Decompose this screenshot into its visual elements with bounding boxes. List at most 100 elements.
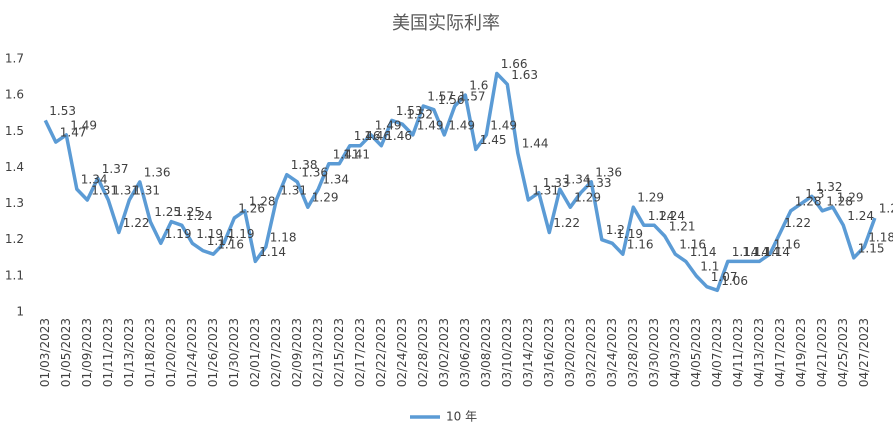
- data-label: 1.31: [532, 183, 559, 197]
- x-tick-label: 04/13/2023: [752, 318, 766, 387]
- data-label: 1.14: [259, 245, 286, 259]
- data-label: 1.52: [406, 108, 433, 122]
- data-label: 1.19: [196, 227, 223, 241]
- x-tick-label: 03/14/2023: [521, 318, 535, 387]
- data-label: 1.33: [585, 176, 612, 190]
- x-tick-label: 02/24/2023: [395, 318, 409, 387]
- data-label: 1.33: [543, 176, 570, 190]
- data-label: 1.37: [102, 162, 129, 176]
- data-label: 1.14: [732, 245, 759, 259]
- x-tick-label: 01/03/2023: [38, 318, 52, 387]
- y-tick-label: 1: [16, 305, 24, 319]
- data-label: 1.41: [333, 147, 360, 161]
- data-label: 1.24: [847, 209, 874, 223]
- data-label: 1.25: [154, 205, 181, 219]
- x-tick-label: 02/09/2023: [290, 318, 304, 387]
- data-label: 1.19: [616, 227, 643, 241]
- x-tick-label: 01/26/2023: [206, 318, 220, 387]
- data-label: 1.47: [60, 126, 87, 140]
- data-label: 1.31: [112, 183, 139, 197]
- data-label: 1.14: [753, 245, 780, 259]
- data-label: 1.34: [81, 173, 108, 187]
- x-tick-label: 04/17/2023: [773, 318, 787, 387]
- data-label: 1.22: [784, 216, 811, 230]
- data-label: 1.34: [564, 173, 591, 187]
- x-tick-label: 01/20/2023: [164, 318, 178, 387]
- line: [43, 71, 877, 293]
- data-label: 1.16: [679, 238, 706, 252]
- x-tick-label: 02/17/2023: [353, 318, 367, 387]
- data-label: 1.15: [858, 241, 885, 255]
- data-label: 1.14: [690, 245, 717, 259]
- data-label: 1.28: [249, 194, 276, 208]
- x-tick-label: 03/02/2023: [437, 318, 451, 387]
- data-label: 1.46: [354, 129, 381, 143]
- data-label: 1.06: [721, 274, 748, 288]
- x-tick-label: 03/28/2023: [626, 318, 640, 387]
- data-label: 1.66: [501, 57, 528, 71]
- y-tick-label: 1.1: [5, 268, 24, 282]
- data-label: 1.18: [270, 230, 297, 244]
- data-label: 1.21: [669, 220, 696, 234]
- data-label: 1.53: [396, 104, 423, 118]
- data-label: 1.22: [123, 216, 150, 230]
- x-tick-label: 02/13/2023: [311, 318, 325, 387]
- data-label: 1.28: [795, 194, 822, 208]
- x-tick-label: 02/28/2023: [416, 318, 430, 387]
- data-label: 1.44: [522, 136, 549, 150]
- data-label: 1.49: [70, 118, 97, 132]
- x-tick-label: 01/30/2023: [227, 318, 241, 387]
- data-label: 1.2: [606, 223, 625, 237]
- data-label: 1.49: [448, 118, 475, 132]
- data-label: 1.34: [322, 173, 349, 187]
- y-tick-label: 1.4: [5, 160, 24, 174]
- data-label: 1.19: [165, 227, 192, 241]
- data-label: 1.63: [511, 68, 538, 82]
- data-label: 1.49: [490, 118, 517, 132]
- x-tick-label: 04/21/2023: [815, 318, 829, 387]
- data-label: 1.46: [385, 129, 412, 143]
- y-tick-label: 1.6: [5, 88, 24, 102]
- data-label: 1.14: [763, 245, 790, 259]
- data-label: 1.07: [711, 270, 738, 284]
- data-label: 1.49: [417, 118, 444, 132]
- data-label: 1.36: [595, 165, 622, 179]
- x-tick-label: 03/22/2023: [584, 318, 598, 387]
- data-label: 1.26: [238, 202, 265, 216]
- x-tick-label: 01/09/2023: [80, 318, 94, 387]
- y-tick-label: 1.3: [5, 196, 24, 210]
- chart-title: 美国实际利率: [392, 13, 500, 34]
- data-label: 1.29: [574, 191, 601, 205]
- x-tick-label: 02/01/2023: [248, 318, 262, 387]
- data-label: 1.29: [312, 191, 339, 205]
- data-label: 1.24: [648, 209, 675, 223]
- legend-label: 10 年: [446, 410, 477, 424]
- x-tick-label: 04/03/2023: [668, 318, 682, 387]
- data-label: 1.16: [217, 238, 244, 252]
- data-label: 1.6: [469, 79, 488, 93]
- data-label: 1.41: [343, 147, 370, 161]
- data-label: 1.1: [700, 259, 719, 273]
- data-label: 1.56: [438, 93, 465, 107]
- data-label: 1.3: [805, 187, 824, 201]
- data-label: 1.24: [658, 209, 685, 223]
- x-tick-label: 04/19/2023: [794, 318, 808, 387]
- x-tick-label: 01/11/2023: [101, 318, 115, 387]
- data-label: 1.26: [879, 202, 893, 216]
- data-label: 1.29: [837, 191, 864, 205]
- data-label: 1.29: [637, 191, 664, 205]
- data-label: 1.18: [868, 230, 893, 244]
- x-tick-label: 04/07/2023: [710, 318, 724, 387]
- data-label: 1.49: [375, 118, 402, 132]
- data-label: 1.46: [364, 129, 391, 143]
- data-label: 1.45: [480, 133, 507, 147]
- x-tick-label: 04/05/2023: [689, 318, 703, 387]
- data-label: 1.31: [91, 183, 118, 197]
- data-label: 1.31: [133, 183, 160, 197]
- x-tick-label: 01/18/2023: [143, 318, 157, 387]
- y-tick-label: 1.7: [5, 52, 24, 66]
- y-tick-label: 1.2: [5, 232, 24, 246]
- x-tick-label: 01/05/2023: [59, 318, 73, 387]
- data-label: 1.22: [553, 216, 580, 230]
